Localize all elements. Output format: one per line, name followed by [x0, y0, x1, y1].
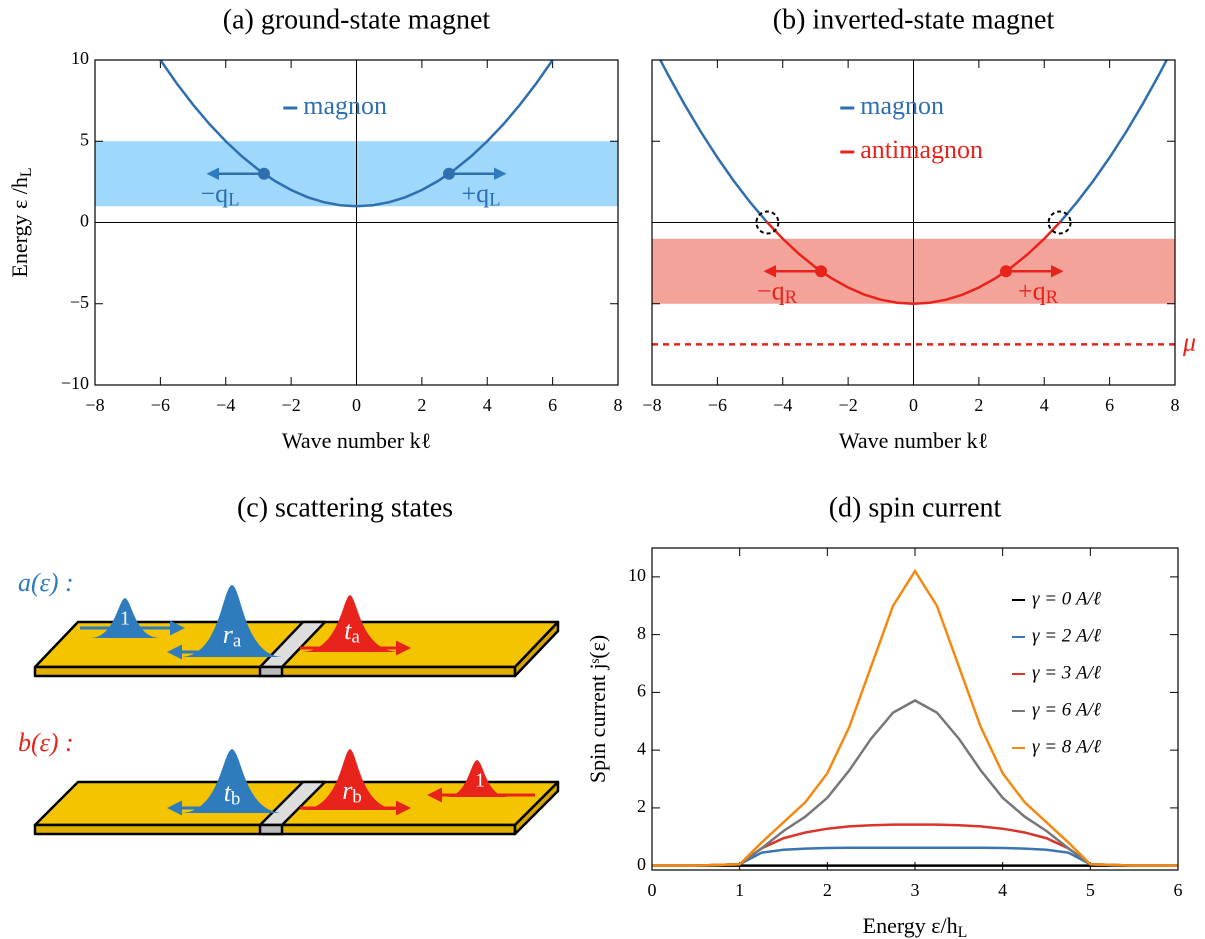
packet-label: 1 [120, 608, 130, 630]
x-tick-label: −8 [85, 395, 104, 415]
x-tick-label: −4 [773, 395, 792, 415]
x-tick-label: 6 [1174, 880, 1183, 900]
plot-frame [651, 547, 1179, 871]
y-tick-label: 8 [637, 623, 646, 643]
wave-packet [445, 760, 509, 797]
series-line [159, 59, 554, 208]
y-tick-label: 0 [80, 211, 89, 231]
diagram-title: (c) scattering states [237, 492, 453, 523]
chart-title: (a) ground-state magnet [223, 4, 491, 35]
y-tick-label: 4 [637, 738, 646, 758]
legend-label: γ = 8 A/ℓ [1032, 736, 1101, 757]
x-tick-label: 0 [909, 395, 918, 415]
scattering-diagram: (c) scattering states a(ε) : b(ε) : 1 ra… [18, 492, 560, 836]
series-line [652, 846, 1178, 867]
point-label: −qL [200, 179, 239, 211]
x-tick-label: 8 [614, 395, 623, 415]
x-tick-label: −4 [216, 395, 235, 415]
point [257, 167, 270, 180]
point-label: −qR [757, 276, 798, 308]
y-tick-label: 6 [637, 681, 646, 701]
y-tick-label: −10 [61, 373, 89, 393]
x-tick-label: 8 [1171, 395, 1180, 415]
legend-label: magnon [860, 91, 944, 120]
x-tick-label: −2 [282, 395, 301, 415]
series-line [652, 568, 1178, 867]
x-tick-label: 2 [823, 880, 832, 900]
x-tick-label: 6 [1105, 395, 1114, 415]
y-tick-label: 10 [628, 565, 646, 585]
x-tick-label: 3 [911, 880, 920, 900]
x-tick-label: 4 [483, 395, 492, 415]
y-tick-label: 10 [71, 48, 89, 68]
point [1000, 265, 1013, 278]
legend-label: γ = 2 A/ℓ [1032, 625, 1101, 646]
series-line [659, 59, 1168, 223]
x-axis-label: Wave number kℓ [282, 428, 431, 453]
marker-circle [1047, 210, 1072, 235]
legend-label: γ = 0 A/ℓ [1032, 588, 1101, 609]
row-label: a(ε) : [18, 568, 74, 597]
x-tick-label: −6 [708, 395, 727, 415]
packet-label: ta [344, 616, 360, 648]
series-line [765, 220, 1062, 306]
point [814, 265, 827, 278]
plot-frame [94, 59, 619, 386]
x-tick-label: 4 [1040, 395, 1049, 415]
x-tick-label: 2 [417, 395, 426, 415]
x-tick-label: −8 [642, 395, 661, 415]
x-tick-label: 5 [1086, 880, 1095, 900]
packet-label: ra [223, 620, 242, 652]
x-tick-label: 1 [735, 880, 744, 900]
row-label: b(ε) : [18, 728, 74, 757]
x-tick-label: −6 [151, 395, 170, 415]
packet-label: tb [224, 778, 241, 810]
point-label: +qL [461, 179, 500, 211]
y-axis-label: Energy ε /hL [7, 167, 34, 277]
reference-label: μ [1182, 327, 1196, 356]
wave-packet [180, 749, 284, 813]
legend-label: magnon [303, 91, 387, 120]
wave-packet [300, 595, 400, 652]
packet-label: rb [342, 776, 361, 808]
x-tick-label: 2 [974, 395, 983, 415]
y-tick-label: 0 [637, 854, 646, 874]
x-axis-label: Wave number kℓ [839, 428, 988, 453]
packet-label: 1 [475, 770, 485, 792]
y-tick-label: 5 [80, 129, 89, 149]
x-tick-label: 6 [548, 395, 557, 415]
legend-label: γ = 6 A/ℓ [1032, 699, 1101, 720]
y-tick-label: 2 [637, 796, 646, 816]
wave-packet [180, 585, 284, 657]
x-axis-label: Energy ε/hL [863, 913, 968, 939]
y-tick-label: −5 [70, 292, 89, 312]
point-label: +qR [1018, 276, 1059, 308]
plot-frame [651, 59, 1176, 386]
legend-label: γ = 3 A/ℓ [1032, 662, 1101, 683]
series-line [652, 699, 1178, 867]
chart-title: (b) inverted-state magnet [773, 4, 1055, 35]
y-axis-label: Spin current jˢ(ε) [585, 635, 610, 783]
x-tick-label: 0 [648, 880, 657, 900]
x-tick-label: −2 [839, 395, 858, 415]
x-tick-label: 0 [352, 395, 361, 415]
point [443, 167, 456, 180]
series-line [652, 823, 1178, 867]
wave-packet [90, 598, 160, 638]
x-tick-label: 4 [998, 880, 1007, 900]
slab [33, 620, 560, 678]
wave-packet [300, 749, 400, 810]
chart-title: (d) spin current [829, 492, 1002, 523]
marker-circle [755, 210, 780, 235]
legend-label: antimagnon [860, 135, 983, 164]
